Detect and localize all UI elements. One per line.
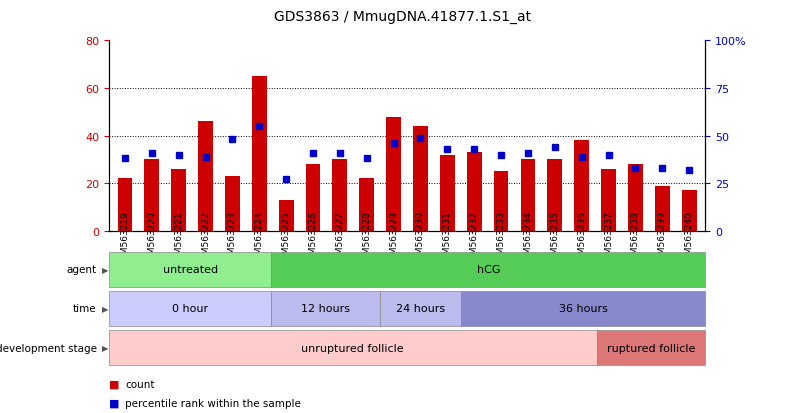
Text: GSM563240: GSM563240 [684, 211, 694, 265]
Bar [118, 179, 132, 231]
Text: 24 hours: 24 hours [396, 304, 445, 314]
Text: GSM563236: GSM563236 [577, 211, 586, 266]
Text: GSM563230: GSM563230 [416, 211, 425, 266]
Text: GSM563223: GSM563223 [228, 211, 237, 265]
Text: GDS3863 / MmugDNA.41877.1.S1_at: GDS3863 / MmugDNA.41877.1.S1_at [274, 10, 532, 24]
Bar [359, 179, 374, 231]
Bar [654, 186, 670, 231]
Text: GSM563221: GSM563221 [174, 211, 183, 265]
Bar [521, 160, 535, 231]
Text: time: time [73, 304, 97, 314]
Text: ▶: ▶ [102, 265, 109, 274]
Text: development stage: development stage [0, 343, 97, 353]
Bar [574, 141, 589, 231]
Text: GSM563227: GSM563227 [335, 211, 344, 265]
Bar [493, 172, 509, 231]
Text: GSM563226: GSM563226 [309, 211, 318, 265]
Bar [144, 160, 160, 231]
Bar [628, 165, 643, 231]
Text: 36 hours: 36 hours [559, 304, 608, 314]
Text: GSM563234: GSM563234 [523, 211, 533, 265]
Text: GSM563228: GSM563228 [362, 211, 372, 265]
Text: agent: agent [67, 264, 97, 275]
Text: GSM563235: GSM563235 [550, 211, 559, 266]
Text: ■: ■ [109, 379, 119, 389]
Text: GSM563239: GSM563239 [658, 211, 667, 266]
Bar [386, 117, 401, 231]
Text: GSM563219: GSM563219 [120, 211, 130, 266]
Text: GSM563232: GSM563232 [470, 211, 479, 265]
Text: ■: ■ [109, 398, 119, 408]
Text: GSM563237: GSM563237 [604, 211, 613, 266]
Text: ruptured follicle: ruptured follicle [607, 343, 696, 353]
Text: percentile rank within the sample: percentile rank within the sample [125, 398, 301, 408]
Text: ▶: ▶ [102, 304, 109, 313]
Bar [601, 169, 616, 231]
Text: GSM563233: GSM563233 [496, 211, 505, 266]
Bar [440, 155, 455, 231]
Text: GSM563225: GSM563225 [281, 211, 291, 265]
Bar [467, 153, 481, 231]
Text: GSM563229: GSM563229 [389, 211, 398, 265]
Text: hCG: hCG [476, 264, 500, 275]
Bar [682, 191, 696, 231]
Bar [251, 77, 267, 231]
Text: GSM563238: GSM563238 [631, 211, 640, 266]
Bar [332, 160, 347, 231]
Text: GSM563224: GSM563224 [255, 211, 264, 265]
Text: unruptured follicle: unruptured follicle [301, 343, 404, 353]
Bar [547, 160, 562, 231]
Bar [305, 165, 320, 231]
Bar [198, 122, 213, 231]
Text: 0 hour: 0 hour [172, 304, 208, 314]
Text: untreated: untreated [163, 264, 218, 275]
Bar [171, 169, 186, 231]
Text: count: count [125, 379, 155, 389]
Text: GSM563220: GSM563220 [147, 211, 156, 265]
Bar [279, 200, 293, 231]
Bar [225, 177, 240, 231]
Bar [413, 127, 428, 231]
Text: 12 hours: 12 hours [301, 304, 350, 314]
Text: ▶: ▶ [102, 344, 109, 352]
Text: GSM563231: GSM563231 [442, 211, 452, 266]
Text: GSM563222: GSM563222 [201, 211, 210, 265]
